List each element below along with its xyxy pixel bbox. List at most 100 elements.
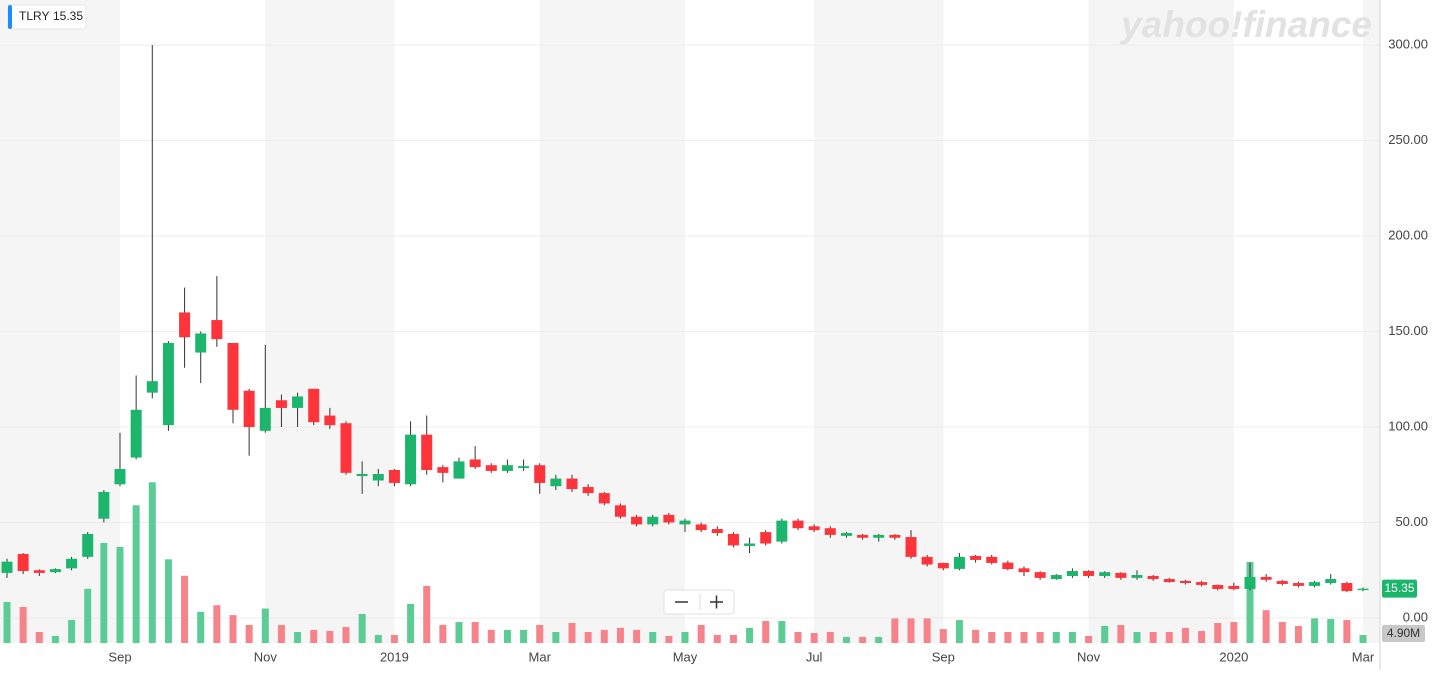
- month-band: [1363, 0, 1380, 643]
- volume-bar: [1343, 620, 1351, 643]
- volume-bar: [1294, 625, 1302, 643]
- candle-body: [727, 533, 739, 546]
- volume-bar: [633, 629, 641, 643]
- volume-bar: [955, 620, 963, 643]
- axis: 0.00 50.00 100.00 150.00 200.00 250.00 300.00 S…: [108, 0, 1428, 670]
- candle-body: [1244, 576, 1256, 589]
- month-band: [814, 0, 944, 643]
- candle-body: [824, 528, 836, 535]
- volume-bar: [1165, 632, 1173, 643]
- volume-bar: [197, 611, 205, 643]
- volume-bar: [665, 635, 673, 643]
- candle-body: [1309, 582, 1321, 586]
- zoom-controls[interactable]: [663, 589, 735, 615]
- candle-body: [49, 569, 61, 573]
- candle-body: [82, 533, 94, 557]
- volume-bar: [907, 618, 915, 643]
- candle-body: [1276, 580, 1288, 584]
- candle-body: [566, 478, 578, 490]
- candle-body: [1341, 583, 1353, 592]
- candle-body: [227, 342, 239, 410]
- tags: 15.35 4.90M: [1382, 579, 1425, 642]
- candle-body: [808, 526, 820, 531]
- candle-body: [857, 534, 869, 538]
- candle-body: [905, 537, 917, 557]
- x-tick-label: Sep: [932, 649, 955, 664]
- volume-bar: [681, 632, 689, 643]
- volume-bar: [923, 618, 931, 643]
- candle-body: [243, 390, 255, 428]
- volume-bar: [1246, 561, 1254, 643]
- x-tick-label: Jul: [806, 649, 823, 664]
- candle-body: [1357, 588, 1369, 591]
- x-tick-label: 2019: [380, 649, 409, 664]
- candle-body: [372, 473, 384, 481]
- volume-bar: [164, 559, 172, 643]
- volume-bar: [471, 622, 479, 643]
- candle-body: [324, 415, 336, 426]
- volume-bar: [84, 588, 92, 643]
- volume-bar: [342, 626, 350, 643]
- volume-bar: [1198, 631, 1206, 643]
- x-tick-label: Sep: [108, 649, 131, 664]
- y-tick-label: 0.00: [1403, 609, 1428, 624]
- volume-bar: [1230, 622, 1238, 643]
- candle-body: [388, 469, 400, 483]
- volume-bar: [3, 602, 11, 643]
- candle-body: [1228, 585, 1240, 589]
- volume-bar: [1117, 624, 1125, 643]
- volume-bar: [487, 629, 495, 643]
- volume-bar: [1278, 622, 1286, 643]
- candle-body: [195, 333, 207, 353]
- volume-bar: [181, 575, 189, 643]
- volume-bar: [407, 603, 415, 643]
- month-bands: [0, 0, 1380, 643]
- volume-bar: [536, 624, 544, 643]
- candle-body: [776, 520, 788, 542]
- x-tick-label: 2020: [1219, 649, 1248, 664]
- logo: yahoo!finance: [1119, 4, 1372, 45]
- candle-body: [211, 320, 223, 340]
- candle-body: [1212, 584, 1224, 589]
- volume-bar: [1149, 632, 1157, 643]
- candle-body: [792, 520, 804, 529]
- candle-body: [146, 381, 158, 393]
- volume-bar: [729, 634, 737, 643]
- x-tick-label: Nov: [1077, 649, 1101, 664]
- x-tick-label: Nov: [254, 649, 278, 664]
- month-band: [0, 0, 120, 643]
- candle-body: [501, 465, 513, 471]
- volume-bar: [100, 542, 108, 643]
- volume-bar: [455, 622, 463, 643]
- volume-bar: [810, 632, 818, 643]
- y-tick-label: 150.00: [1388, 323, 1428, 338]
- candle-body: [582, 486, 594, 494]
- candle-body: [405, 434, 417, 485]
- volume-bar: [326, 631, 334, 643]
- candle-body: [275, 400, 287, 408]
- y-tick-label: 250.00: [1388, 132, 1428, 147]
- volume-bar: [762, 621, 770, 643]
- candle-body: [1034, 572, 1046, 578]
- volume-bar: [132, 505, 140, 643]
- volume-bar: [51, 635, 59, 643]
- candle-body: [1260, 576, 1272, 580]
- candle-body: [937, 562, 949, 569]
- candle-body: [1, 561, 13, 573]
- volume-bar: [891, 618, 899, 643]
- candle-body: [259, 407, 271, 431]
- volume-bar: [1327, 619, 1335, 643]
- volume-bar: [213, 605, 221, 643]
- candle-body: [1325, 579, 1337, 584]
- volume-bar: [794, 632, 802, 643]
- candle-body: [598, 493, 610, 504]
- volume-bar: [358, 613, 366, 643]
- candle-body: [340, 423, 352, 473]
- candle-body: [1002, 562, 1014, 570]
- candle-body: [1099, 572, 1111, 576]
- candle-body: [1083, 571, 1095, 576]
- candle-body: [162, 342, 174, 426]
- candle-body: [744, 543, 756, 546]
- volume-bar: [778, 621, 786, 643]
